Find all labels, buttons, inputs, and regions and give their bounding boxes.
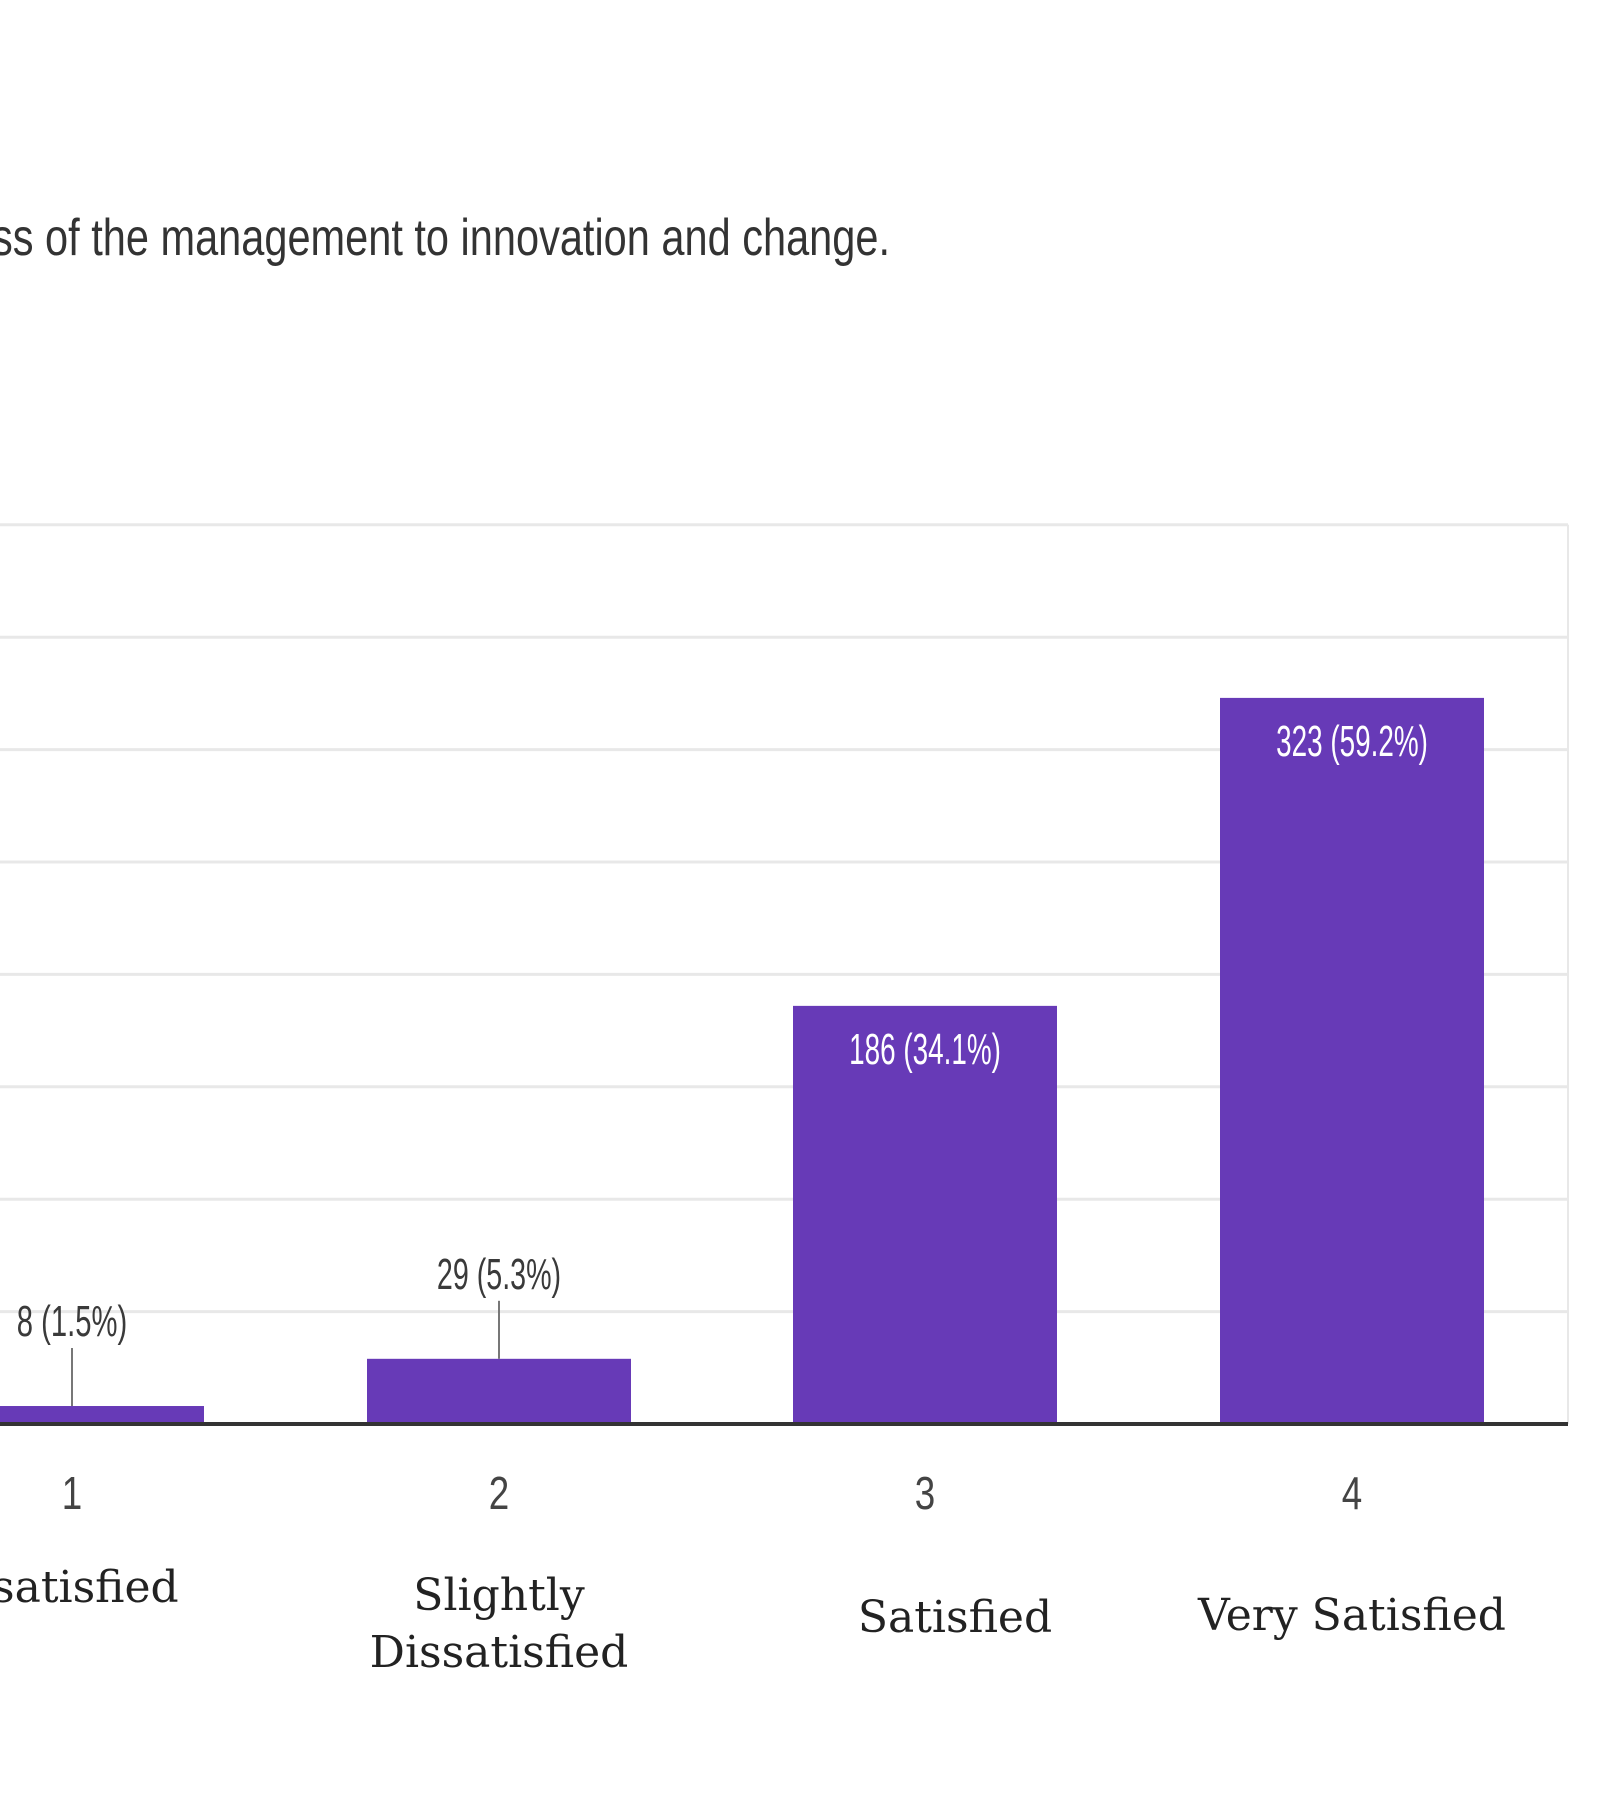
category-label: satisfied — [0, 1562, 179, 1613]
x-tick-label: 4 — [1342, 1467, 1362, 1519]
x-tick-label: 2 — [489, 1467, 509, 1519]
category-labels: satisfied Slightly Dissatisfied Satisfied Ve… — [0, 1562, 1506, 1678]
bar — [0, 1406, 204, 1424]
category-label: Slightly — [413, 1570, 585, 1621]
bars — [0, 697, 1484, 1424]
data-label: 323 (59.2%) — [1276, 717, 1428, 766]
bar — [1220, 697, 1484, 1424]
category-label: Dissatisfied — [370, 1627, 629, 1678]
data-label: 186 (34.1%) — [849, 1025, 1001, 1074]
x-tick-label: 3 — [915, 1467, 935, 1519]
bar — [367, 1358, 631, 1424]
bar — [793, 1005, 1057, 1424]
category-label: Satisfied — [858, 1592, 1052, 1643]
category-label: Very Satisfied — [1197, 1590, 1506, 1641]
x-axis: 1 2 3 4 — [0, 1422, 1568, 1519]
x-tick-label: 1 — [62, 1467, 82, 1519]
data-label: 29 (5.3%) — [437, 1250, 561, 1299]
data-label: 8 (1.5%) — [17, 1297, 127, 1346]
data-labels: 8 (1.5%) 29 (5.3%) 186 (34.1%) 323 (59.2%) — [17, 717, 1428, 1407]
chart-title: ss of the management to innovation and c… — [0, 209, 890, 267]
gridlines — [0, 523, 1569, 1424]
